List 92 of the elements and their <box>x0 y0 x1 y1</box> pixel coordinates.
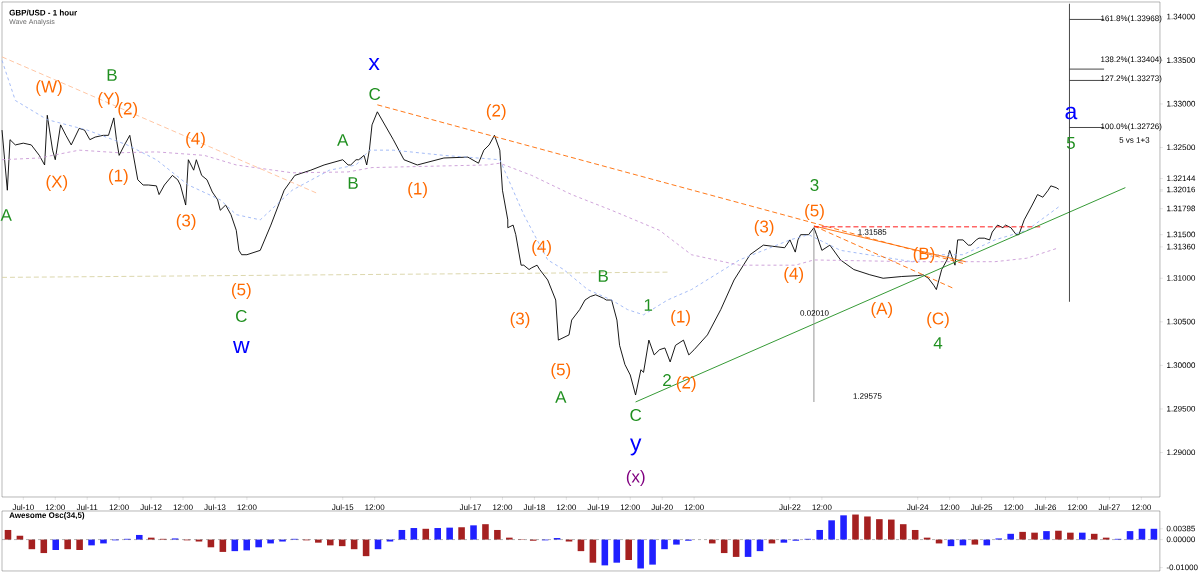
x-tick-label: Jul-26 <box>1034 504 1057 511</box>
y-tick-label: 1.29500 <box>1167 405 1196 412</box>
annotation: B <box>348 177 358 189</box>
y-tick-label: 1.31798 <box>1167 205 1196 212</box>
y-tick-label: 1.30000 <box>1167 362 1196 368</box>
annotation: (4) <box>186 132 205 148</box>
annotation: 1.31585 <box>858 229 887 235</box>
annotation: 2 <box>663 374 671 386</box>
annotation: (x) <box>626 470 645 486</box>
annotation: B <box>598 270 608 282</box>
x-tick-label: Jul-12 <box>140 504 162 511</box>
y-tick-label: 0.00385 <box>1166 525 1195 532</box>
x-tick-label: 12:00 <box>1004 504 1024 511</box>
annotation: 138.2%(1.33404) <box>1101 56 1162 64</box>
annotation: (4) <box>784 267 804 283</box>
x-tick-label: Jul-20 <box>651 504 673 511</box>
annotation: 4 <box>933 337 943 349</box>
x-tick-label: Jul-25 <box>970 504 993 511</box>
x-tick-label: Jul-13 <box>204 504 226 511</box>
annotation: (3) <box>176 214 196 230</box>
annotation: A <box>555 391 567 403</box>
annotation: (C) <box>927 312 949 328</box>
annotation: C <box>236 309 247 323</box>
x-tick-label: 12:00 <box>493 504 513 511</box>
annotation: (2) <box>486 104 506 120</box>
annotation: x <box>368 57 380 71</box>
annotation: (5) <box>805 204 824 220</box>
x-tick-label: 12:00 <box>237 504 257 511</box>
x-tick-label: 12:00 <box>45 504 65 511</box>
x-tick-label: 12:00 <box>812 504 832 511</box>
annotation: (3) <box>754 220 774 236</box>
y-tick-label: 1.30500 <box>1167 318 1196 325</box>
annotation: 1 <box>644 299 653 311</box>
y-tick-label: 1.32016 <box>1167 186 1196 193</box>
y-tick-label: -0.01000 <box>1166 564 1198 571</box>
y-tick-label: 1.34000 <box>1167 13 1196 20</box>
x-tick-label: Jul-24 <box>906 504 929 511</box>
y-tick-label: 1.32144 <box>1167 175 1196 182</box>
annotation: C <box>630 408 642 422</box>
annotation: (A) <box>871 302 893 318</box>
y-tick-label: 1.31000 <box>1167 275 1196 281</box>
annotation: 127.2%(1.33273) <box>1101 75 1162 83</box>
annotation: (3) <box>510 312 530 328</box>
x-tick-label: Jul-17 <box>459 504 482 511</box>
annotation: (1) <box>671 310 690 326</box>
annotation: (1) <box>408 182 427 198</box>
y-tick-label: 1.29000 <box>1167 449 1196 456</box>
annotation: w <box>232 340 250 354</box>
x-tick-label: Jul-19 <box>587 504 609 511</box>
annotation: C <box>369 87 381 101</box>
annotation: (4) <box>532 240 551 256</box>
annotation: (2) <box>118 102 138 118</box>
y-tick-label: 1.32500 <box>1167 144 1196 151</box>
y-tick-label: 1.31500 <box>1167 231 1196 238</box>
annotation: 3 <box>810 178 819 192</box>
annotation: B <box>107 69 117 81</box>
annotation: 5 vs 1+3 <box>1119 137 1150 143</box>
x-tick-label: Jul-22 <box>779 504 801 511</box>
x-tick-label: 12:00 <box>173 504 193 511</box>
chart-title: Awesome Osc(34,5) <box>9 512 85 520</box>
annotation: 161.8%(1.33968) <box>1101 15 1162 23</box>
annotation: A <box>337 134 349 146</box>
text: GBP/USD - 1 hour <box>9 9 78 16</box>
x-tick-label: 12:00 <box>620 504 640 511</box>
x-tick-label: 12:00 <box>1131 504 1152 511</box>
annotation: y <box>630 438 642 456</box>
annotation: (W) <box>36 80 62 96</box>
annotation: (2) <box>676 376 696 392</box>
x-tick-label: Jul-18 <box>523 504 545 511</box>
y-tick-label: 1.33500 <box>1167 57 1196 63</box>
y-tick-label: 0.00000 <box>1166 536 1196 543</box>
annotation: (5) <box>551 363 571 379</box>
x-tick-label: 12:00 <box>684 504 704 511</box>
annotation: 0.02010 <box>800 310 829 316</box>
x-tick-label: Jul-27 <box>1098 504 1120 511</box>
x-tick-label: 12:00 <box>1068 504 1088 511</box>
x-tick-label: 12:00 <box>556 504 577 511</box>
annotation: A <box>0 209 12 221</box>
x-tick-label: 12:00 <box>940 504 960 511</box>
x-tick-label: Jul-11 <box>76 504 98 511</box>
annotation: (1) <box>108 169 128 185</box>
x-tick-label: 12:00 <box>109 504 129 511</box>
annotation: (Y) <box>98 92 119 108</box>
y-tick-label: 1.33000 <box>1167 100 1196 107</box>
y-tick-label: 1.31360 <box>1167 243 1196 250</box>
x-tick-label: Jul-15 <box>331 504 354 511</box>
annotation: 100.0%(1.32726) <box>1101 123 1162 131</box>
annotation: (X) <box>46 175 68 191</box>
x-tick-label: 12:00 <box>365 504 385 511</box>
annotation: 1.29575 <box>853 393 882 399</box>
annotation: (5) <box>231 283 251 299</box>
x-tick-label: Jul-10 <box>12 504 34 511</box>
